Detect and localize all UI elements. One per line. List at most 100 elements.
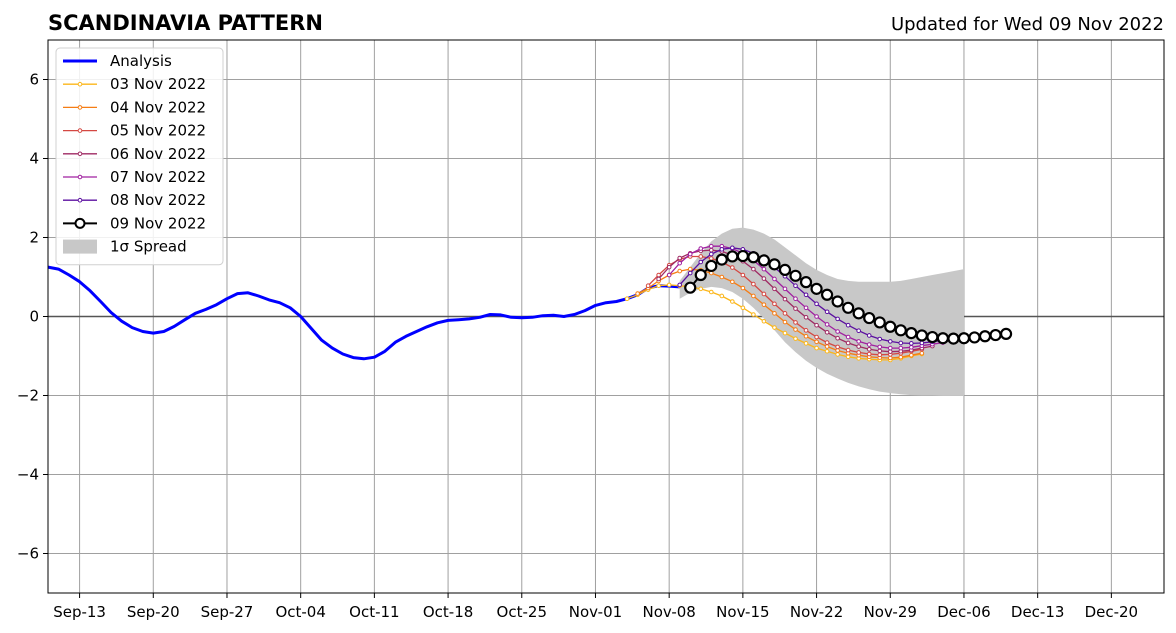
data-point: [666, 282, 672, 288]
data-point: [698, 254, 704, 259]
data-point: [877, 352, 883, 358]
data-point: [877, 344, 883, 350]
data-point: [814, 301, 819, 307]
data-point: [919, 350, 925, 356]
data-point: [814, 339, 819, 345]
data-point: [909, 341, 914, 346]
data-point: [645, 283, 651, 288]
data-point: [719, 274, 725, 280]
legend-item: 1σ Spread: [63, 238, 187, 256]
y-tick-label: 4: [29, 150, 39, 168]
data-point: [782, 296, 788, 302]
data-point: [772, 301, 777, 307]
x-tick-label: Dec-06: [937, 603, 991, 621]
data-point: [730, 245, 735, 251]
data-point: [845, 334, 851, 340]
legend-label: 08 Nov 2022: [110, 191, 206, 209]
data-point: [656, 272, 661, 278]
legend-marker: [77, 105, 83, 110]
data-point: [789, 269, 802, 282]
data-point: [803, 292, 809, 298]
data-point: [926, 330, 939, 344]
legend-item: 09 Nov 2022: [63, 214, 206, 232]
data-point: [835, 329, 840, 334]
data-point: [968, 331, 981, 344]
data-point: [793, 320, 798, 325]
data-point: [873, 316, 886, 329]
data-point: [905, 326, 918, 340]
legend-swatch: [63, 239, 97, 254]
data-point: [824, 344, 830, 349]
data-point: [810, 282, 823, 295]
data-point: [726, 250, 739, 263]
data-point: [768, 258, 781, 271]
data-point: [698, 246, 704, 251]
legend-marker: [77, 197, 83, 203]
data-point: [793, 296, 798, 302]
data-point: [708, 243, 714, 249]
y-tick-label: 0: [29, 308, 39, 326]
x-tick-label: Oct-18: [423, 603, 473, 621]
data-point: [835, 344, 840, 350]
data-point: [730, 279, 735, 285]
legend-label: 03 Nov 2022: [110, 75, 206, 93]
data-point: [761, 276, 767, 281]
data-point: [803, 341, 809, 346]
data-point: [772, 276, 777, 282]
data-point: [887, 345, 893, 351]
x-tick-label: Dec-20: [1085, 603, 1139, 621]
legend-item: 07 Nov 2022: [63, 168, 206, 186]
data-point: [919, 340, 925, 346]
data-point: [894, 324, 907, 337]
data-point: [866, 342, 872, 347]
data-point: [814, 314, 819, 319]
data-point: [866, 333, 872, 338]
legend-marker: [77, 81, 83, 87]
forecast-series: [624, 243, 1013, 363]
legend-marker: [77, 151, 83, 157]
chart-subtitle: Updated for Wed 09 Nov 2022: [891, 14, 1164, 35]
data-point: [884, 320, 897, 333]
data-point: [751, 312, 756, 317]
data-point: [736, 249, 749, 263]
data-point: [687, 270, 693, 276]
data-point: [852, 307, 865, 320]
data-point: [824, 330, 830, 335]
data-point: [936, 332, 950, 345]
data-point: [898, 340, 904, 346]
legend-item: 05 Nov 2022: [63, 122, 206, 140]
data-point: [677, 282, 682, 288]
data-point: [656, 283, 661, 288]
data-point: [761, 302, 767, 307]
legend-marker: [77, 128, 83, 133]
data-point: [877, 348, 883, 354]
data-point: [803, 333, 809, 339]
data-point: [803, 328, 809, 333]
analysis-line: [47, 265, 680, 361]
data-point: [814, 345, 819, 351]
data-point: [694, 268, 707, 282]
data-point: [793, 327, 798, 332]
legend-item: 08 Nov 2022: [63, 191, 206, 209]
data-point: [957, 332, 971, 345]
chart-title: SCANDINAVIA PATTERN: [48, 11, 323, 35]
data-point: [740, 285, 746, 291]
data-point: [856, 328, 861, 334]
y-tick-label: −6: [17, 545, 39, 563]
x-axis: Sep-13 Sep-20 Sep-27 Oct-04 Oct-11 Oct-18 Oct-…: [53, 593, 1138, 621]
data-point: [782, 330, 788, 336]
data-point: [719, 293, 725, 299]
data-point: [740, 305, 746, 311]
x-tick-label: Sep-13: [53, 603, 106, 621]
data-point: [898, 354, 904, 360]
data-point: [705, 259, 718, 273]
legend-item: 03 Nov 2022: [63, 75, 206, 93]
data-point: [656, 276, 661, 282]
data-point: [803, 305, 809, 311]
legend-label: 09 Nov 2022: [110, 214, 206, 232]
data-point: [698, 286, 704, 292]
data-point: [757, 254, 771, 267]
series-09-nov-2022: [684, 249, 1013, 345]
legend-label: 04 Nov 2022: [110, 98, 206, 116]
